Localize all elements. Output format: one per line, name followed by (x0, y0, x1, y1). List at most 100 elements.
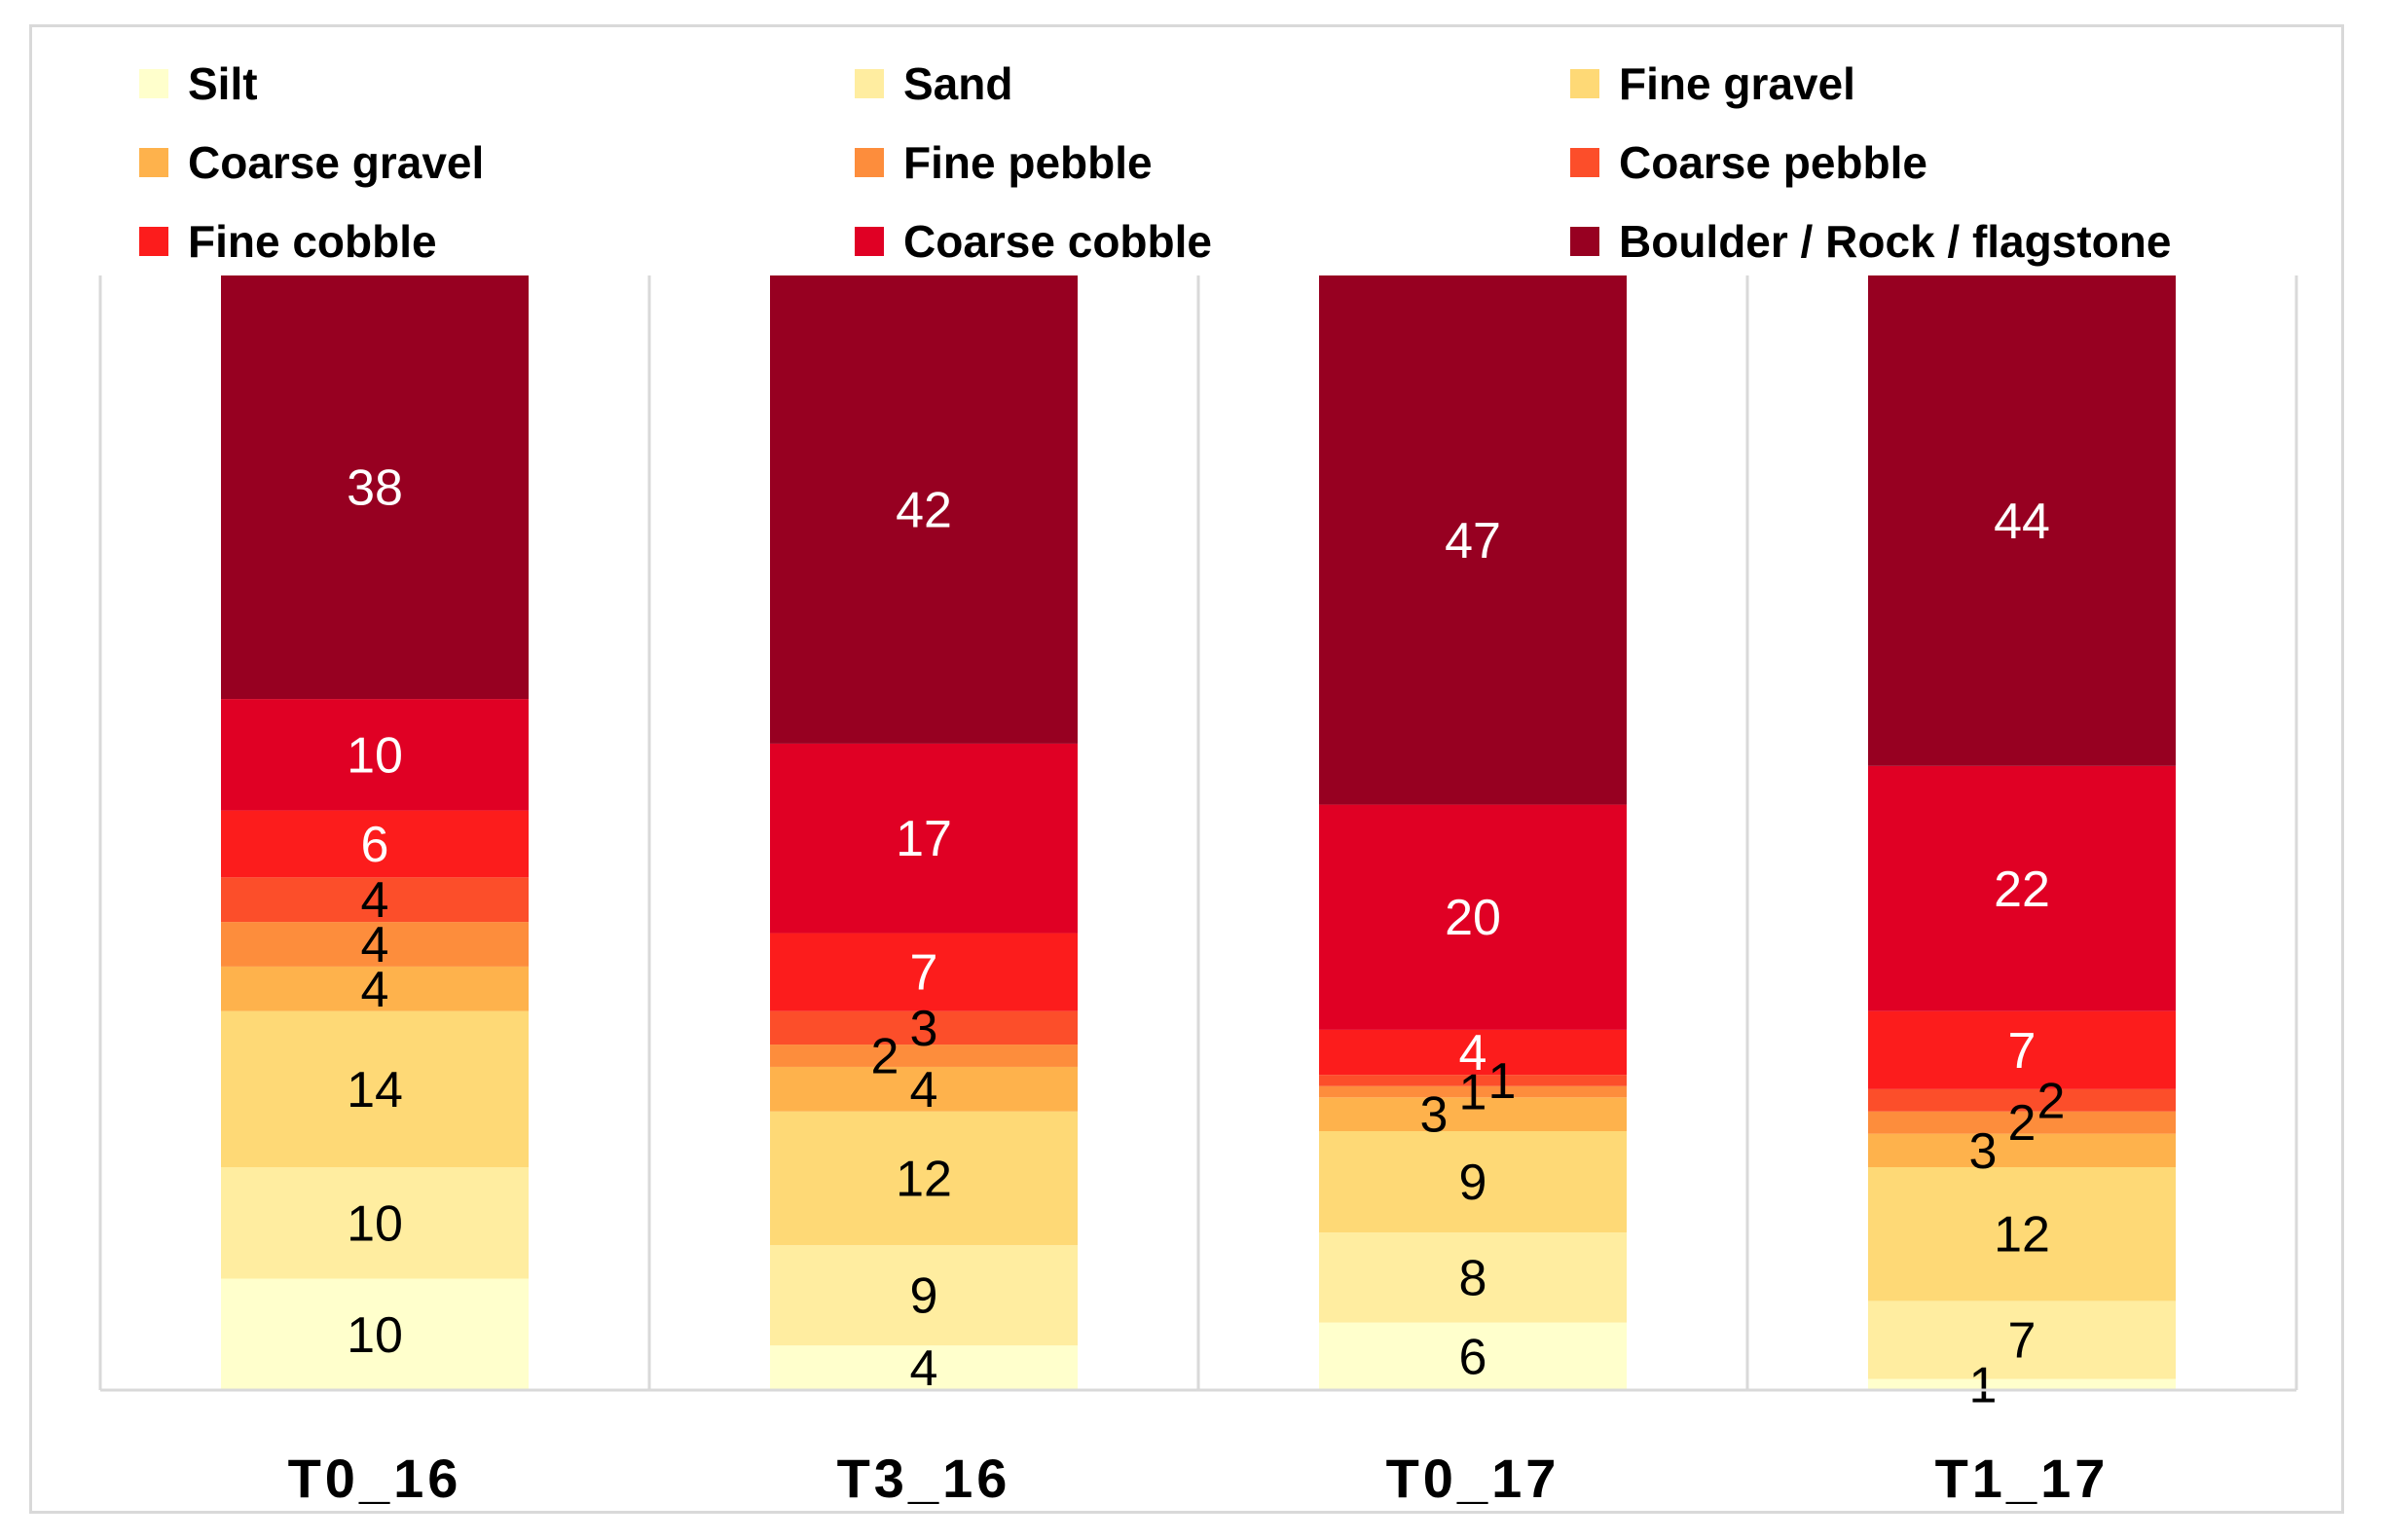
data-label-t0-17-coarse-pebble: 1 (1488, 1053, 1517, 1110)
legend-label-sand: Sand (903, 58, 1012, 109)
data-label-t0-17-coarse-cobble: 20 (1445, 890, 1501, 946)
data-label-t1-17-coarse-gravel: 3 (1969, 1123, 1998, 1180)
data-label-t3-16-fine-gravel: 12 (896, 1151, 952, 1207)
legend-swatch-fine-pebble (855, 148, 884, 177)
data-label-t1-17-silt: 1 (1969, 1357, 1998, 1413)
bar-segment-t3-16-coarse-pebble (770, 1010, 1078, 1045)
data-label-t0-16-sand: 10 (347, 1195, 403, 1252)
bar-segment-t0-17-fine-cobble (1319, 1029, 1627, 1076)
bar-segment-t0-16-fine-gravel (221, 1010, 529, 1167)
legend-label-fine-pebble: Fine pebble (903, 137, 1153, 188)
data-label-t3-16-coarse-pebble: 3 (910, 1001, 938, 1057)
bar-segment-t3-16-fine-pebble (770, 1045, 1078, 1067)
bar-segment-t0-16-coarse-pebble (221, 877, 529, 923)
data-label-t0-16-coarse-cobble: 10 (347, 727, 403, 784)
legend-label-coarse-cobble: Coarse cobble (903, 216, 1212, 267)
legend-label-silt: Silt (188, 58, 258, 109)
legend-item-coarse-gravel: Coarse gravel (139, 137, 484, 188)
bar-segment-t1-17-fine-pebble (1868, 1111, 2176, 1134)
bar-segment-t1-17-sand (1868, 1301, 2176, 1379)
legend-swatch-fine-gravel (1570, 69, 1599, 98)
legend-swatch-fine-cobble (139, 227, 168, 256)
x-tick-label-t0-17: T0_17 (1386, 1448, 1560, 1509)
bar-segment-t1-17-fine-cobble (1868, 1010, 2176, 1089)
data-label-t1-17-fine-gravel: 12 (1994, 1207, 2050, 1264)
bar-segment-t1-17-coarse-gravel (1868, 1133, 2176, 1167)
legend-item-coarse-pebble: Coarse pebble (1570, 137, 1927, 188)
data-label-t3-16-sand: 9 (910, 1268, 938, 1325)
chart-frame: Silt Sand Fine gravel Coarse gravel Fine peb… (29, 24, 2344, 1514)
bar-segment-t3-16-boulder-rock-flagstone (770, 275, 1078, 744)
data-label-t0-16-boulder-rock-flagstone: 38 (347, 460, 403, 517)
bar-segment-t3-16-sand (770, 1245, 1078, 1346)
bar-segment-t0-17-fine-gravel (1319, 1130, 1627, 1233)
stacked-bar-chart: Silt Sand Fine gravel Coarse gravel Fine peb… (98, 58, 2298, 1509)
data-label-t0-16-fine-gravel: 14 (347, 1062, 403, 1118)
legend-swatch-coarse-gravel (139, 148, 168, 177)
bar-segment-t1-17-coarse-pebble (1868, 1088, 2176, 1112)
data-label-t1-17-fine-pebble: 2 (2008, 1095, 2036, 1152)
legend-item-fine-pebble: Fine pebble (855, 137, 1153, 188)
legend-label-coarse-gravel: Coarse gravel (188, 137, 484, 188)
legend-item-fine-gravel: Fine gravel (1570, 58, 1855, 109)
legend-swatch-sand (855, 69, 884, 98)
data-label-t1-17-coarse-pebble: 2 (2037, 1073, 2066, 1129)
bar-segment-t0-16-fine-cobble (221, 810, 529, 878)
x-tick-label-t3-16: T3_16 (837, 1448, 1011, 1509)
bar-segment-t0-17-sand (1319, 1232, 1627, 1323)
data-label-t3-16-silt: 4 (910, 1340, 938, 1397)
data-label-t0-16-coarse-pebble: 4 (361, 872, 389, 929)
bar-segment-t0-16-coarse-cobble (221, 699, 529, 811)
legend-item-coarse-cobble: Coarse cobble (855, 216, 1212, 267)
data-label-t0-16-fine-cobble: 6 (361, 817, 389, 873)
bar-segment-t3-16-fine-gravel (770, 1111, 1078, 1246)
bar-segment-t0-16-coarse-gravel (221, 966, 529, 1011)
data-label-t1-17-fine-cobble: 7 (2008, 1023, 2036, 1080)
legend-label-boulder-rock-flagstone: Boulder / Rock / flagstone (1619, 216, 2171, 267)
bar-segment-t3-16-fine-cobble (770, 933, 1078, 1011)
legend-label-fine-gravel: Fine gravel (1619, 58, 1855, 109)
legend-label-fine-cobble: Fine cobble (188, 216, 437, 267)
bar-segment-t0-17-coarse-pebble (1319, 1075, 1627, 1086)
bar-segment-t1-17-boulder-rock-flagstone (1868, 275, 2176, 766)
data-label-t0-17-silt: 6 (1459, 1329, 1487, 1385)
data-label-t0-17-boulder-rock-flagstone: 47 (1445, 513, 1501, 569)
data-label-t1-17-sand: 7 (2008, 1312, 2036, 1369)
bar-segment-t0-16-boulder-rock-flagstone (221, 275, 529, 700)
legend-swatch-coarse-cobble (855, 227, 884, 256)
bar-segment-t3-16-coarse-gravel (770, 1066, 1078, 1112)
data-label-t3-16-coarse-cobble: 17 (896, 811, 952, 867)
legend-item-boulder-rock-flagstone: Boulder / Rock / flagstone (1570, 216, 2171, 267)
data-label-t0-17-fine-pebble: 1 (1459, 1065, 1487, 1121)
legend-item-fine-cobble: Fine cobble (139, 216, 437, 267)
x-tick-label-t0-16: T0_16 (288, 1448, 462, 1509)
bar-segment-t0-17-boulder-rock-flagstone (1319, 275, 1627, 805)
x-tick-label-t1-17: T1_17 (1935, 1448, 2110, 1509)
data-label-t1-17-coarse-cobble: 22 (1994, 862, 2050, 918)
data-label-t1-17-boulder-rock-flagstone: 44 (1994, 494, 2050, 550)
bar-segment-t1-17-fine-gravel (1868, 1167, 2176, 1302)
data-label-t3-16-boulder-rock-flagstone: 42 (896, 482, 952, 538)
legend-swatch-boulder-rock-flagstone (1570, 227, 1599, 256)
data-label-t0-16-silt: 10 (347, 1307, 403, 1364)
data-label-t3-16-fine-cobble: 7 (910, 945, 938, 1002)
bar-segment-t0-17-silt (1319, 1322, 1627, 1390)
legend-label-coarse-pebble: Coarse pebble (1619, 137, 1927, 188)
data-label-t0-17-sand: 8 (1459, 1250, 1487, 1306)
bar-segment-t0-16-sand (221, 1167, 529, 1279)
data-label-t3-16-coarse-gravel: 4 (910, 1062, 938, 1118)
data-label-t0-17-fine-cobble: 4 (1459, 1025, 1487, 1082)
data-label-t0-16-coarse-gravel: 4 (361, 962, 389, 1018)
legend-item-silt: Silt (139, 58, 258, 109)
bar-segment-t0-16-fine-pebble (221, 922, 529, 967)
bar-segment-t0-17-coarse-gravel (1319, 1097, 1627, 1131)
bar-segment-t0-17-coarse-cobble (1319, 804, 1627, 1030)
legend-item-sand: Sand (855, 58, 1012, 109)
data-label-t3-16-fine-pebble: 2 (871, 1029, 899, 1085)
data-label-t0-16-fine-pebble: 4 (361, 917, 389, 973)
bar-segment-t3-16-silt (770, 1345, 1078, 1390)
data-label-t0-17-coarse-gravel: 3 (1420, 1087, 1449, 1144)
legend-swatch-coarse-pebble (1570, 148, 1599, 177)
bar-segment-t0-17-fine-pebble (1319, 1085, 1627, 1098)
bar-segment-t1-17-coarse-cobble (1868, 765, 2176, 1011)
